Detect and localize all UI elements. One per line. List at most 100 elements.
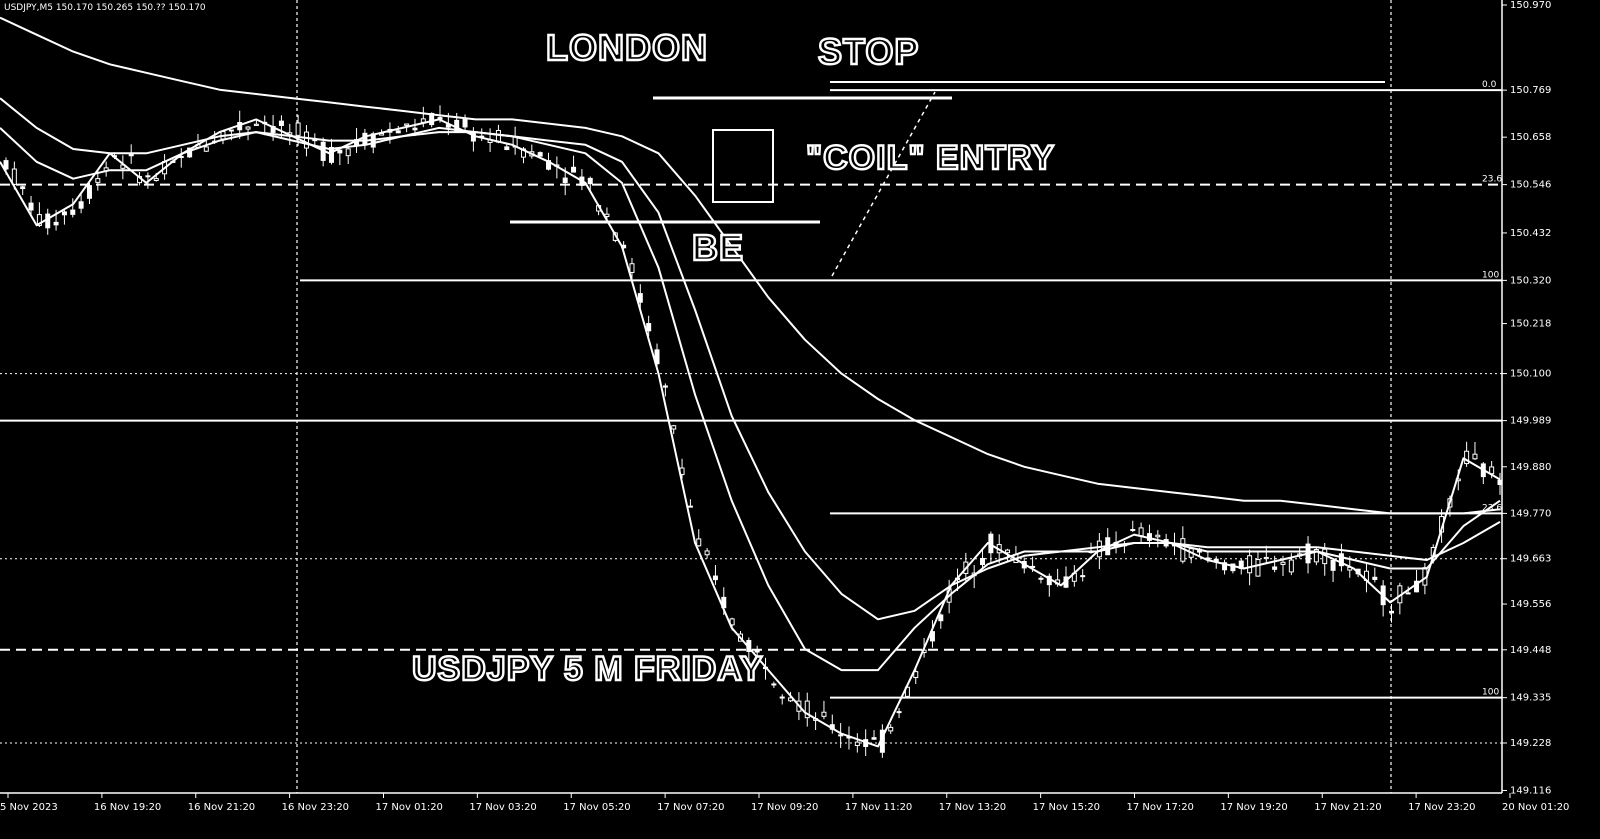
x-tick-label: 17 Nov 07:20 — [657, 802, 724, 813]
candle-body — [28, 202, 34, 211]
candle-body — [696, 538, 702, 547]
candle-body — [1247, 555, 1253, 574]
candle-body — [1222, 562, 1228, 571]
candle-body — [412, 127, 418, 131]
y-tick-label: 150.546 — [1510, 180, 1551, 191]
label-coil-entry: "COIL" ENTRY — [806, 139, 1055, 177]
candle-body — [537, 152, 543, 157]
candle-body — [1155, 534, 1161, 538]
candle-body — [1080, 575, 1086, 578]
y-tick-label: 149.556 — [1510, 599, 1551, 610]
candle-body — [687, 505, 693, 508]
x-tick-label: 17 Nov 23:20 — [1408, 802, 1475, 813]
y-tick-label: 149.116 — [1510, 785, 1551, 796]
candle-body — [637, 293, 643, 303]
candle-body — [504, 146, 510, 151]
x-tick-label: 16 Nov 21:20 — [188, 802, 255, 813]
y-tick-label: 150.970 — [1510, 0, 1551, 11]
x-tick-label: 17 Nov 11:20 — [845, 802, 912, 813]
coil-box — [712, 129, 774, 203]
y-tick-label: 150.432 — [1510, 228, 1551, 239]
candle-body — [1388, 610, 1394, 614]
symbol-info: USDJPY,M5 150.170 150.265 150.?? 150.170 — [4, 3, 206, 13]
ma-line-4 — [0, 16, 1501, 515]
candle-body — [1038, 577, 1044, 580]
y-tick-label: 149.663 — [1510, 554, 1551, 565]
candle-body — [662, 385, 668, 388]
ma-line-2 — [0, 126, 1501, 672]
fib-label: 0.0 — [1482, 80, 1497, 90]
candle-body — [562, 177, 568, 184]
candle-body — [754, 650, 760, 653]
candle-body — [295, 122, 301, 136]
candle-body — [1272, 566, 1278, 570]
x-tick-label: 17 Nov 19:20 — [1220, 802, 1287, 813]
fib-label: 100 — [1482, 688, 1499, 698]
y-tick-label: 150.320 — [1510, 275, 1551, 286]
candle-body — [1338, 553, 1344, 567]
candle-body — [145, 175, 151, 178]
y-tick-label: 150.218 — [1510, 319, 1551, 330]
ma-line-3 — [0, 97, 1501, 621]
moving-averages — [0, 16, 1501, 748]
x-tick-label: 16 Nov 19:20 — [94, 802, 161, 813]
candle-body — [854, 741, 860, 746]
trade-marks — [510, 81, 1385, 277]
y-tick-label: 150.769 — [1510, 85, 1551, 96]
candle-body — [1313, 549, 1319, 563]
x-tick-label: 20 Nov 01:20 — [1502, 802, 1569, 813]
chart-title: USDJPY 5 M FRIDAY — [412, 650, 763, 688]
x-tick-label: 17 Nov 01:20 — [376, 802, 443, 813]
candle-body — [1464, 450, 1470, 465]
y-tick-label: 150.658 — [1510, 132, 1551, 143]
candle-body — [1005, 549, 1011, 554]
candle-body — [913, 671, 919, 679]
candle-body — [1372, 576, 1378, 580]
candle-body — [1280, 561, 1286, 565]
label-be: BE — [692, 227, 744, 268]
candle-body — [704, 550, 710, 556]
candle-body — [95, 178, 101, 183]
y-tick-label: 150.100 — [1510, 369, 1551, 380]
candle-body — [571, 166, 577, 173]
candle-body — [1130, 529, 1136, 532]
candle-body — [654, 349, 660, 365]
candle-body — [53, 221, 59, 226]
y-tick-label: 149.770 — [1510, 508, 1551, 519]
candle-body — [587, 177, 593, 185]
label-london: LONDON — [546, 27, 708, 68]
x-tick-label: 17 Nov 21:20 — [1314, 802, 1381, 813]
candle-body — [3, 160, 9, 170]
candle-body — [1330, 560, 1336, 571]
candle-body — [153, 178, 159, 181]
fib-label: 23.6 — [1482, 175, 1502, 185]
candle-body — [1489, 466, 1495, 475]
candle-body — [838, 734, 844, 737]
ma-line-1 — [0, 118, 1501, 748]
y-tick-label: 149.989 — [1510, 416, 1551, 427]
candle-body — [896, 711, 902, 714]
candle-body — [888, 726, 894, 732]
candle-body — [278, 120, 284, 126]
candle-body — [303, 131, 309, 149]
candle-body — [1138, 527, 1144, 537]
y-tick-label: 149.880 — [1510, 462, 1551, 473]
candle-body — [36, 214, 42, 226]
candle-body — [345, 148, 351, 157]
x-tick-label: 17 Nov 17:20 — [1127, 802, 1194, 813]
candle-body — [1263, 556, 1269, 560]
x-tick-label: 17 Nov 15:20 — [1033, 802, 1100, 813]
x-tick-label: 16 Nov 23:20 — [282, 802, 349, 813]
candle-body — [980, 557, 986, 566]
candle-body — [11, 168, 17, 185]
candle-body — [61, 211, 67, 216]
fib-label: 23.6 — [1482, 503, 1502, 513]
candle-body — [804, 700, 810, 719]
candle-body — [78, 201, 84, 209]
candle-body — [1255, 559, 1261, 577]
candle-body — [1405, 592, 1411, 595]
candle-body — [671, 425, 677, 430]
candle-body — [86, 185, 92, 199]
candle-body — [871, 737, 877, 740]
